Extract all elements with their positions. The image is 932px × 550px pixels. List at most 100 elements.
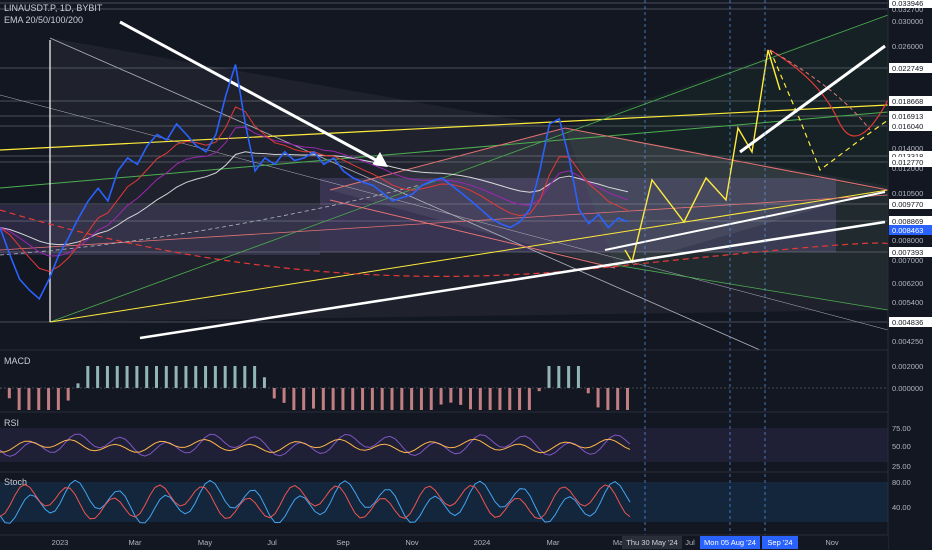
macd-bar — [361, 388, 365, 410]
rsi-band — [0, 428, 888, 462]
price-marker-bg — [889, 225, 932, 235]
drawings-layer — [0, 0, 889, 535]
macd-bar — [213, 366, 217, 388]
macd-bar — [7, 388, 11, 399]
dashed-guide — [0, 184, 421, 256]
price-marker: 0.022749 — [892, 64, 923, 73]
price-tick: 0.032700 — [892, 5, 923, 14]
price-marker-bg — [889, 317, 932, 327]
panel-tick: 0.002000 — [892, 362, 923, 371]
macd-bar — [56, 388, 60, 410]
price-marker: 0.008869 — [892, 217, 923, 226]
rsi-ma — [0, 438, 631, 454]
price-tick: 0.010500 — [892, 189, 923, 198]
macd-bar — [331, 388, 335, 410]
macd-bar — [223, 366, 227, 388]
macd-bar — [537, 388, 541, 392]
neck-line — [604, 191, 886, 251]
time-label: Sep — [336, 538, 349, 547]
macd-bar — [204, 366, 208, 388]
price-marker: 0.007393 — [892, 248, 923, 257]
macd-bar — [66, 388, 70, 401]
ema-legend[interactable]: EMA 20/50/100/200 — [4, 15, 84, 25]
trend-line — [49, 14, 889, 323]
macd-bar — [174, 366, 178, 388]
up-arrow — [739, 44, 886, 154]
price-tick: 0.005400 — [892, 298, 923, 307]
range-box-right — [320, 178, 836, 252]
background-layer — [0, 15, 888, 322]
time-highlight: Thu 30 May '24 — [626, 538, 677, 547]
macd-bar — [527, 388, 531, 410]
price-marker-bg — [889, 63, 932, 73]
macd-bar — [469, 388, 472, 410]
macd-bar — [370, 388, 374, 410]
macd-bar — [419, 388, 423, 410]
macd-bar — [145, 366, 149, 388]
time-label: Nov — [825, 538, 839, 547]
macd-bar — [380, 388, 384, 410]
macd-bar — [478, 388, 482, 410]
channel-fill — [565, 15, 888, 310]
ema200-line — [0, 151, 629, 246]
panel-tick: 0.000000 — [892, 384, 923, 393]
macd-bar — [17, 388, 21, 410]
wedge-fill — [50, 38, 888, 322]
macd-bar — [194, 366, 198, 388]
macd-bar — [459, 388, 463, 405]
macd-bar — [86, 366, 90, 388]
price-marker-bg — [889, 111, 932, 121]
price-marker: 0.016913 — [892, 112, 923, 121]
macd-bar — [125, 366, 129, 388]
macd-bar — [390, 388, 394, 410]
panel-tick: 40.00 — [892, 503, 911, 512]
macd-bar — [410, 388, 414, 410]
macd-bar — [105, 366, 109, 388]
macd-bar — [76, 383, 80, 388]
macd-bar — [135, 366, 139, 388]
time-highlight: Sep '24 — [767, 538, 792, 547]
price-marker-bg — [889, 199, 932, 209]
panel-tick: 80.00 — [892, 478, 911, 487]
projection-red — [769, 49, 889, 137]
macd-bar — [37, 388, 41, 410]
symbol-title[interactable]: LINAUSDT.P, 1D, BYBIT — [4, 3, 103, 13]
time-label: May — [613, 538, 627, 547]
macd-bar — [262, 377, 266, 388]
macd-bar — [233, 366, 237, 388]
price-marker-bg — [889, 121, 932, 131]
macd-bar — [616, 388, 620, 410]
time-label: Mar — [547, 538, 560, 547]
time-label: Mar — [129, 538, 142, 547]
macd-bar — [302, 388, 306, 410]
time-label: 2024 — [474, 538, 491, 547]
macd-bar — [253, 366, 257, 388]
macd-bar — [488, 388, 492, 410]
macd-bar — [518, 388, 522, 410]
projection-yellow-dash — [769, 49, 889, 171]
trend-line — [0, 111, 889, 189]
support-line — [139, 220, 886, 340]
time-label: Nov — [405, 538, 419, 547]
ema50-line — [0, 126, 629, 257]
projection-red-dash — [769, 49, 871, 131]
price-marker-bg — [889, 96, 932, 106]
trend-line — [329, 199, 616, 269]
time-highlight-bg — [700, 536, 760, 549]
rsi-label: RSI — [4, 418, 20, 428]
macd-bar — [547, 366, 551, 388]
price-axis: 0.032700 0.030000 0.026000 0.014000 0.012000… — [887, 0, 932, 550]
macd-bar — [243, 366, 247, 388]
macd-bar — [400, 388, 404, 410]
price-marker-bg — [889, 0, 932, 8]
macd-bar — [321, 388, 325, 410]
macd-bar — [508, 388, 512, 410]
time-highlight-bg — [762, 536, 798, 549]
axis-bg — [888, 0, 932, 550]
price-tick: 0.006200 — [892, 279, 923, 288]
macd-bar — [47, 388, 51, 410]
price-marker: 0.008463 — [892, 226, 923, 235]
macd-bar — [282, 388, 286, 403]
macd-bar — [184, 366, 188, 388]
